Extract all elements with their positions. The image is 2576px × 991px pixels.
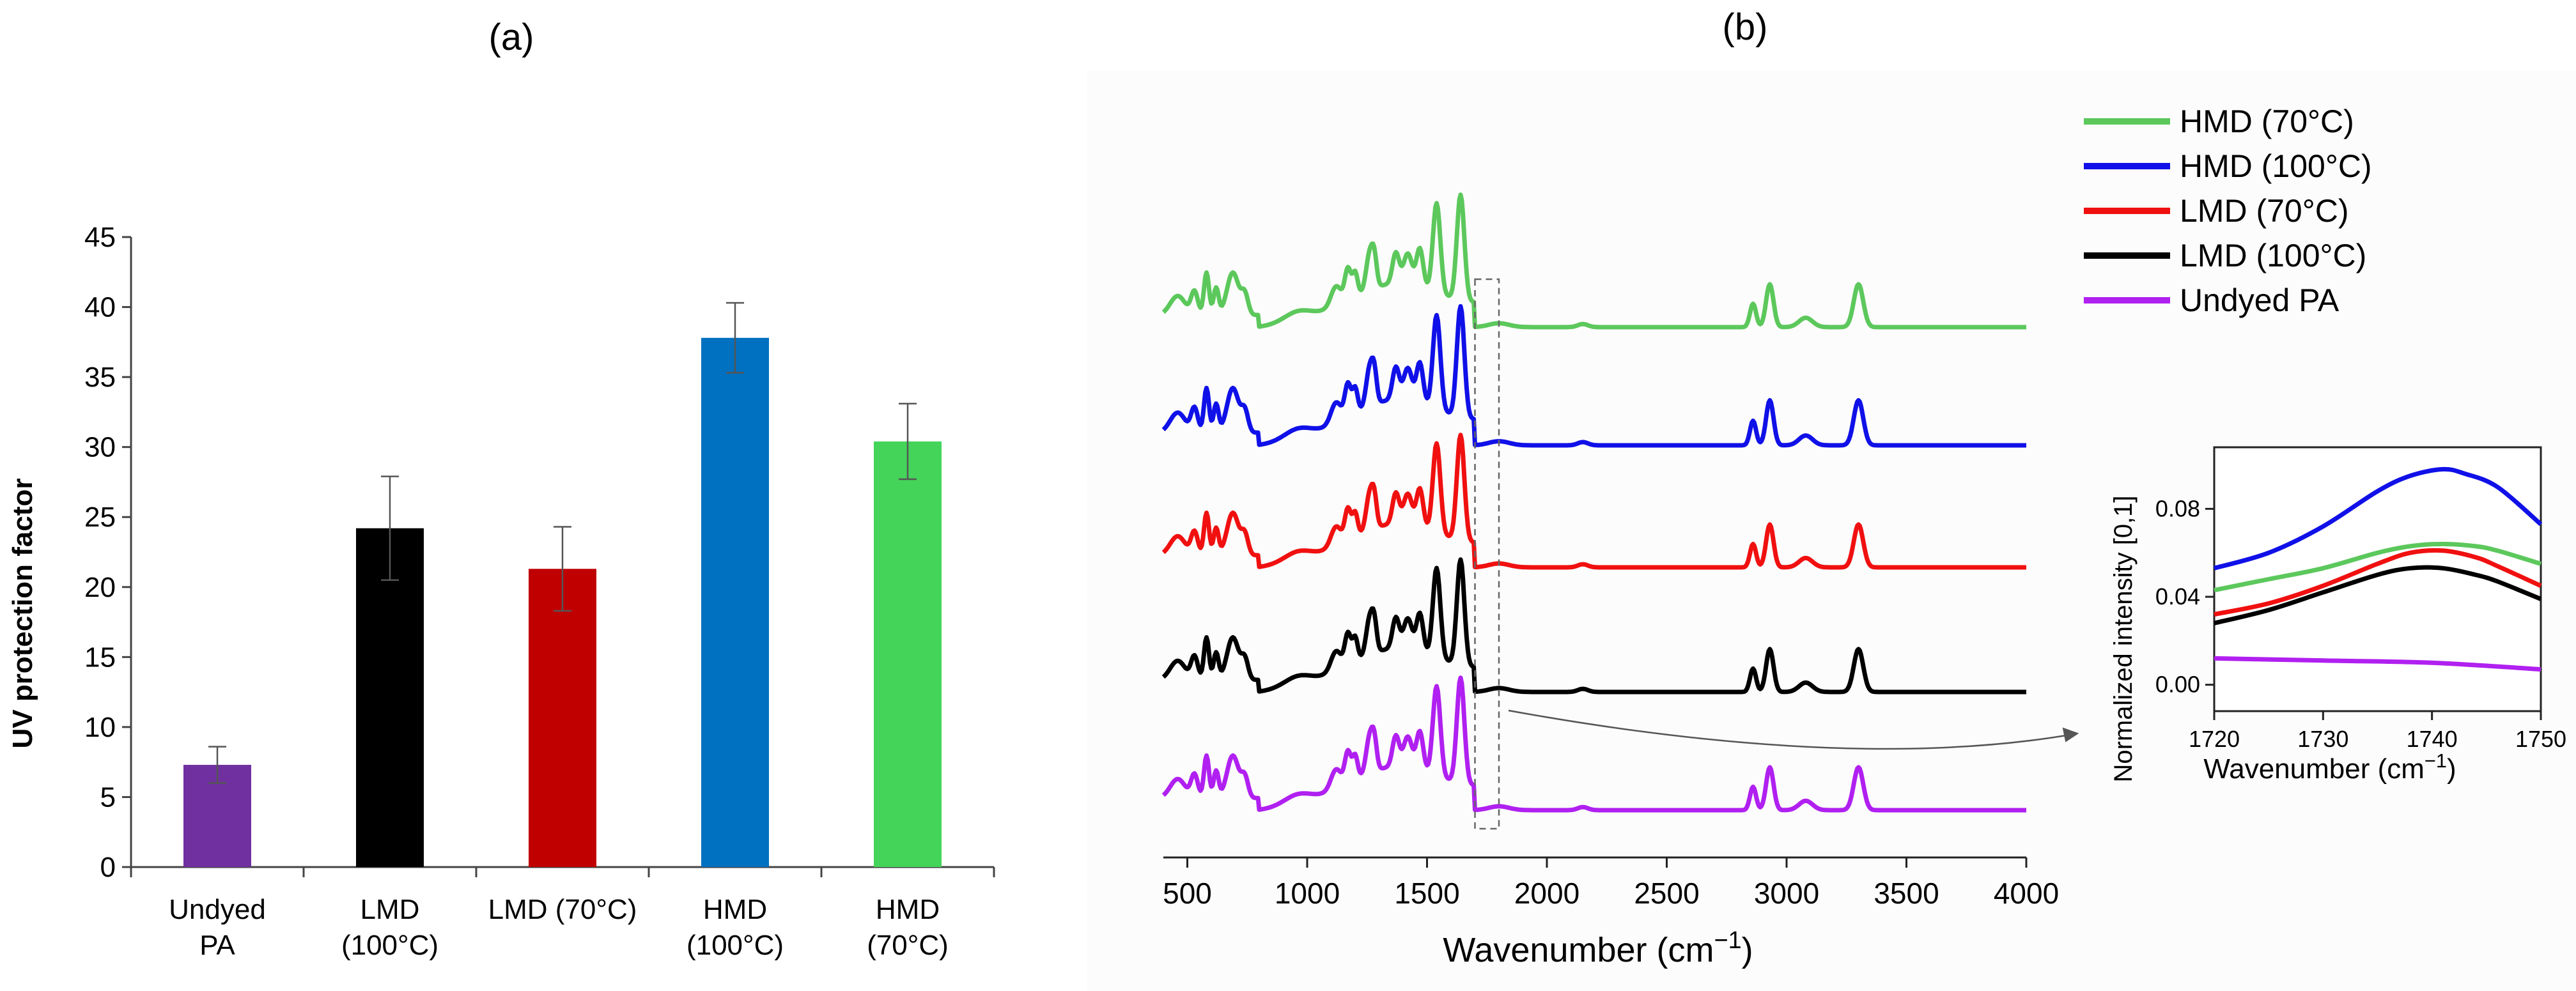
y-tick-label-a: 40 <box>84 292 116 323</box>
bar <box>874 441 942 867</box>
x-tick-label-b: 4000 <box>1994 877 2059 910</box>
inset-line <box>2214 565 2542 626</box>
spectrum-line <box>1161 433 2028 570</box>
panel-a-label: (a) <box>489 17 534 58</box>
panel-b-label: (b) <box>1723 6 1768 48</box>
y-tick-label-a: 30 <box>84 432 116 463</box>
x-tick-label-inset: 1720 <box>2189 726 2240 752</box>
spectra-chart-b: 500 1000 1500 2000 2500 3000 3500 4000 <box>1161 192 2079 910</box>
x-tick-label-b: 1500 <box>1394 877 1459 910</box>
legend-label: LMD (70°C) <box>2180 193 2348 229</box>
legend-label: LMD (100°C) <box>2180 238 2366 273</box>
spectrum-line <box>1161 675 2028 813</box>
category-label: HMD <box>876 894 940 925</box>
inset-line <box>2214 548 2542 617</box>
y-tick-label-a: 10 <box>84 712 116 743</box>
category-label: PA <box>199 930 235 961</box>
spectrum-line <box>1161 557 2028 695</box>
y-tick-label-a: 45 <box>84 222 116 253</box>
legend-b: HMD (70°C) HMD (100°C) LMD (70°C) LMD (100°… <box>2084 104 2372 318</box>
spectrum-line <box>1161 303 2028 448</box>
x-tick-label-b: 3000 <box>1754 877 1819 910</box>
bar <box>701 337 769 867</box>
x-axis-label-inset: Wavenumber (cm−1) <box>2203 749 2456 785</box>
y-tick-label-a: 15 <box>84 641 116 673</box>
spectrum-line <box>1161 192 2028 330</box>
x-tick-label-b: 1000 <box>1275 877 1340 910</box>
legend-label: Undyed PA <box>2180 282 2339 318</box>
category-label: LMD <box>361 894 420 925</box>
x-axis-label-b: Wavenumber (cm−1) <box>1443 927 1753 969</box>
y-tick-label-a: 35 <box>84 362 116 393</box>
y-tick-label-a: 20 <box>84 572 116 603</box>
category-label: LMD (70°C) <box>488 894 637 925</box>
zoom-arrow-head <box>2062 727 2079 742</box>
zoom-region-box <box>1474 278 1500 830</box>
category-label: HMD <box>703 894 767 925</box>
y-tick-label-inset: 0.00 <box>2155 672 2200 698</box>
inset-line <box>2214 656 2541 672</box>
y-axis-label-inset: Normalized intensity [0,1] <box>2109 495 2138 782</box>
category-label: Undyed <box>169 894 266 925</box>
bar-chart-a: 0 5 10 15 20 25 30 35 40 45 Undyed PA LMD (100°C) LMD … <box>84 222 995 961</box>
inset-chart: 1720 1730 1740 1750 0.00 0.04 0.08 <box>2155 446 2566 752</box>
x-tick-label-inset: 1750 <box>2515 726 2566 752</box>
x-tick-label-b: 500 <box>1163 877 1212 910</box>
y-tick-label-a: 25 <box>84 502 116 533</box>
category-label: (100°C) <box>687 930 784 961</box>
x-tick-label-b: 2000 <box>1514 877 1579 910</box>
category-label: (70°C) <box>867 930 949 961</box>
bar <box>529 569 596 867</box>
zoom-arrow <box>1508 709 2078 750</box>
y-tick-label-a: 5 <box>100 781 116 813</box>
inset-line <box>2214 466 2543 571</box>
x-tick-label-b: 2500 <box>1634 877 1699 910</box>
y-tick-label-inset: 0.08 <box>2155 495 2200 521</box>
x-tick-label-inset: 1730 <box>2297 726 2348 752</box>
bar <box>356 528 424 867</box>
legend-label: HMD (100°C) <box>2180 148 2372 184</box>
category-label: (100°C) <box>341 930 438 961</box>
y-axis-label-a: UV protection factor <box>7 479 38 749</box>
legend-label: HMD (70°C) <box>2180 104 2354 139</box>
inset-line <box>2214 541 2542 593</box>
x-tick-label-b: 3500 <box>1874 877 1939 910</box>
x-tick-label-inset: 1740 <box>2407 726 2458 752</box>
y-tick-label-a: 0 <box>100 852 116 883</box>
y-tick-label-inset: 0.04 <box>2155 583 2200 610</box>
